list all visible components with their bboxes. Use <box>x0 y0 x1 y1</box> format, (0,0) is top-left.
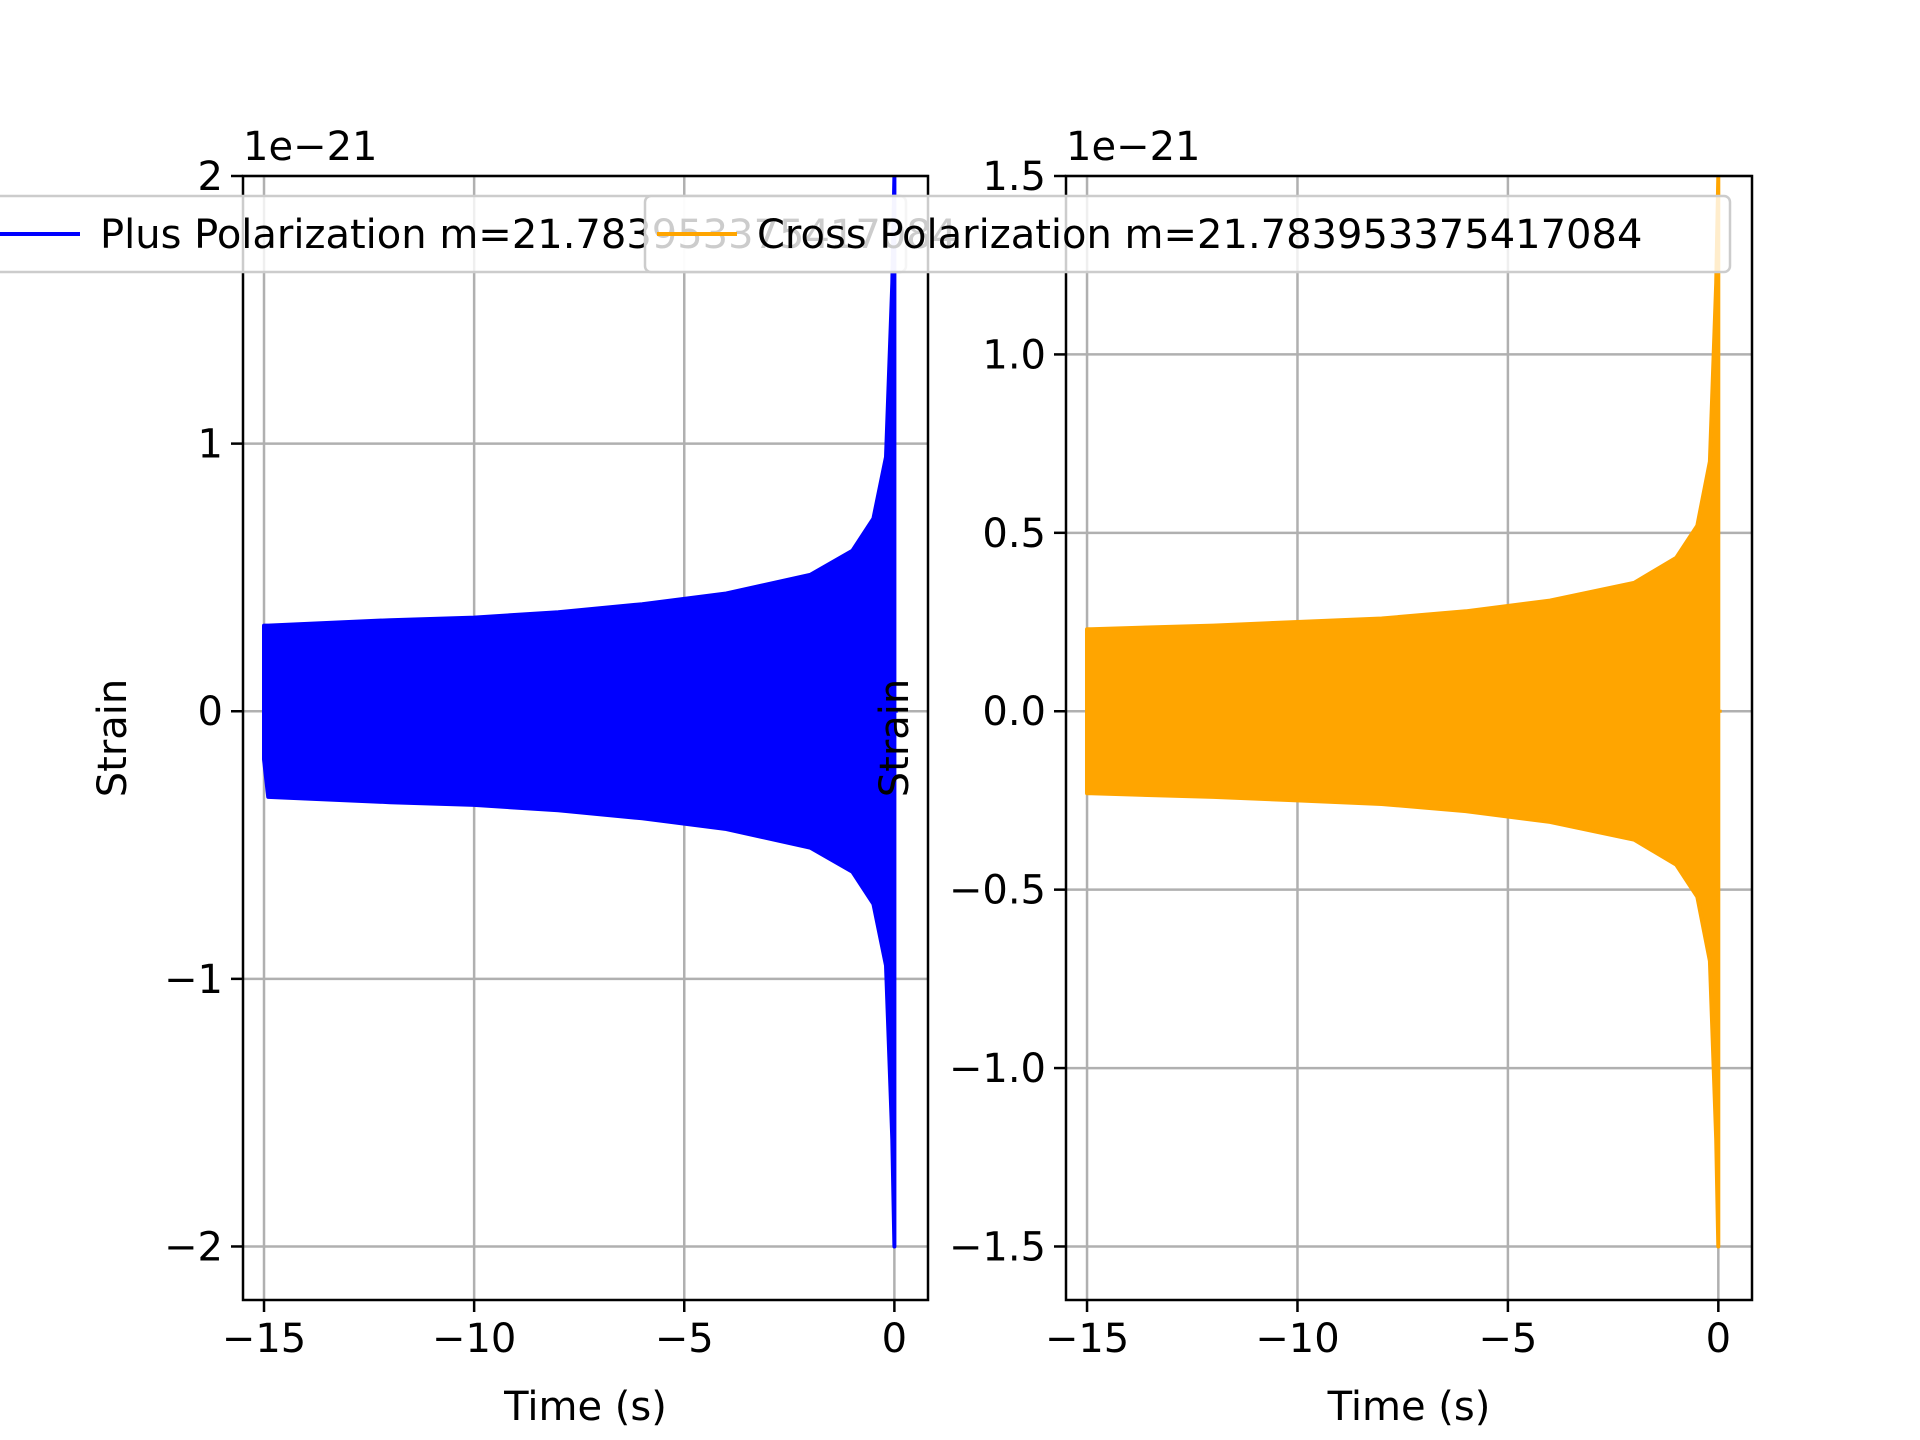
legend-box <box>643 194 1732 274</box>
x-tick-label: −15 <box>1045 1316 1129 1362</box>
y-tick-label: −1.0 <box>949 1046 1046 1092</box>
y-axis-label: Strain <box>872 679 918 798</box>
y-offset-label: 1e−21 <box>243 124 377 170</box>
y-offset-label: 1e−21 <box>1066 124 1200 170</box>
x-tick-label: −10 <box>1255 1316 1339 1362</box>
y-tick-label: 1.5 <box>982 154 1046 200</box>
y-tick-label: 2 <box>198 154 223 200</box>
x-axis-label: Time (s) <box>1327 1384 1491 1430</box>
y-tick-label: 0.5 <box>982 511 1046 557</box>
x-tick-label: 0 <box>882 1316 907 1362</box>
cross-polarization-panel: −15 −10 −5 0−1.5−1.0−0.50.00.51.01.51e−21Ti… <box>0 124 1754 1430</box>
axes-frame <box>1064 174 1754 1302</box>
y-tick-label: −1.5 <box>949 1224 1046 1270</box>
y-tick-label: −0.5 <box>949 868 1046 914</box>
x-tick-label: −15 <box>222 1316 306 1362</box>
x-tick-label: −5 <box>655 1316 714 1362</box>
y-tick-label: 1.0 <box>982 332 1046 378</box>
x-tick-label: −10 <box>432 1316 516 1362</box>
x-tick-label: 0 <box>1706 1316 1731 1362</box>
series-0-waveform <box>1085 176 1721 1249</box>
y-tick-label: −2 <box>164 1224 223 1270</box>
legend: Cross Polarization m=21.783953375417084 <box>643 194 1732 274</box>
x-tick-label: −5 <box>1478 1316 1537 1362</box>
y-tick-label: 0 <box>198 689 223 735</box>
y-tick-label: −1 <box>164 957 223 1003</box>
series-0-waveform <box>262 176 897 1249</box>
legend-label: Cross Polarization m=21.783953375417084 <box>757 212 1642 258</box>
x-axis-label: Time (s) <box>503 1384 667 1430</box>
y-axis-label: Strain <box>90 679 136 798</box>
axes-frame <box>241 174 930 1302</box>
y-tick-label: 0.0 <box>982 689 1046 735</box>
y-tick-label: 1 <box>198 422 223 468</box>
